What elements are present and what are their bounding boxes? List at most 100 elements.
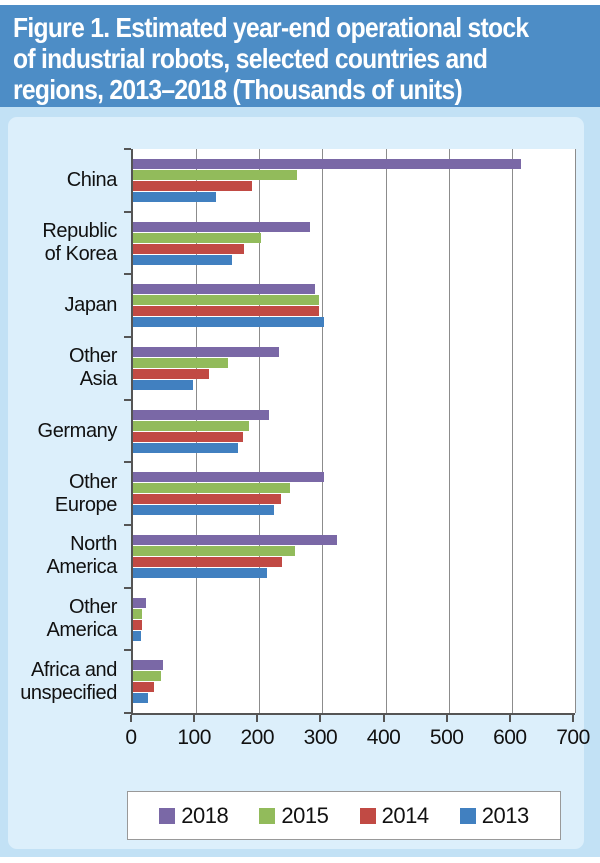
bar-group-north-america (133, 525, 575, 588)
x-axis-tick-label-700: 700 (556, 726, 590, 749)
bar-germany-2013 (133, 442, 238, 453)
legend-label-2013: 2013 (481, 802, 529, 828)
x-axis-tick-label-0: 0 (125, 726, 137, 749)
bar-republic-of-korea-2015 (133, 232, 261, 243)
legend-swatch-2013 (459, 807, 476, 824)
x-axis-tick-label-300: 300 (303, 726, 338, 749)
category-label-japan: Japan (64, 294, 118, 317)
legend-label-2014: 2014 (381, 802, 429, 828)
bar-other-asia-2013 (133, 379, 193, 390)
x-axis-tick-label-100: 100 (177, 726, 211, 749)
x-axis-tick-100 (193, 715, 196, 722)
bar-japan-2014 (133, 306, 319, 317)
y-axis-tick (124, 649, 131, 652)
y-axis-tick (124, 335, 131, 338)
bar-north-america-2018 (133, 534, 337, 545)
legend-label-2018: 2018 (181, 802, 229, 828)
legend-label-2015: 2015 (281, 802, 329, 828)
bar-japan-2013 (133, 317, 324, 328)
y-axis-tick (124, 586, 131, 589)
bar-group-china (133, 149, 575, 212)
legend-item-2013: 2013 (459, 802, 529, 829)
bar-north-america-2014 (133, 556, 283, 567)
category-label-africa-and-unspecified: Africa and unspecified (20, 658, 117, 704)
bar-group-other-europe (133, 462, 575, 525)
x-axis-tick-300 (319, 715, 322, 722)
figure-title: Figure 1. Estimated year-end operational… (13, 12, 529, 105)
bar-china-2015 (133, 169, 298, 180)
legend-item-2015: 2015 (259, 802, 329, 829)
bar-other-europe-2013 (133, 505, 274, 516)
legend-swatch-2018 (159, 807, 176, 824)
y-axis-tick (124, 523, 131, 526)
y-axis-tick (124, 148, 131, 150)
x-axis-tick-label-400: 400 (366, 726, 401, 749)
legend-item-2014: 2014 (359, 802, 429, 829)
bar-other-america-2015 (133, 608, 142, 619)
bar-group-republic-of-korea (133, 212, 575, 275)
bar-other-america-2018 (133, 597, 146, 608)
category-label-germany: Germany (37, 419, 118, 442)
bar-other-europe-2015 (133, 483, 291, 494)
bar-africa-and-unspecified-2018 (133, 660, 163, 671)
y-axis-tick (124, 712, 131, 714)
gridline-200 (259, 149, 261, 713)
bar-other-america-2013 (133, 630, 141, 641)
x-axis-tick-label-600: 600 (493, 726, 527, 749)
bar-other-america-2014 (133, 619, 142, 630)
bar-group-other-america (133, 588, 575, 651)
bar-africa-and-unspecified-2014 (133, 682, 155, 693)
x-axis-tick-500 (445, 715, 448, 722)
x-axis-tick-200 (256, 715, 259, 722)
bar-republic-of-korea-2014 (133, 243, 245, 254)
bar-japan-2015 (133, 295, 320, 306)
y-axis-tick (124, 398, 131, 401)
y-axis-tick (124, 461, 131, 464)
bar-north-america-2015 (133, 545, 296, 556)
category-label-republic-of-korea: Republic of Korea (42, 220, 117, 265)
bar-rows (133, 149, 575, 713)
chart-legend: 2018 2015 2014 2013 (127, 791, 561, 840)
gridline-100 (196, 149, 198, 713)
x-axis-tick-600 (508, 715, 511, 722)
category-label-north-america: North America (46, 533, 117, 579)
chart-plot-area (124, 148, 576, 715)
bar-germany-2015 (133, 420, 249, 431)
legend-item-2018: 2018 (159, 802, 229, 829)
bar-germany-2014 (133, 431, 243, 442)
gridline-400 (385, 149, 387, 713)
bar-republic-of-korea-2018 (133, 221, 310, 232)
x-axis-tick-label-500: 500 (429, 726, 464, 749)
gridline-600 (511, 149, 513, 713)
bar-germany-2018 (133, 409, 270, 420)
figure-title-band: Figure 1. Estimated year-end operational… (0, 5, 600, 107)
x-axis-tick-400 (382, 715, 385, 722)
bar-other-asia-2015 (133, 357, 229, 368)
bar-japan-2018 (133, 284, 316, 295)
bar-china-2014 (133, 180, 252, 191)
bar-group-other-asia (133, 337, 575, 400)
x-axis-tick-0 (130, 715, 132, 722)
bar-group-africa-and-unspecified (133, 650, 575, 713)
y-axis-tick (124, 273, 131, 276)
category-axis-labels: China Republic of Korea Japan Other Asia Ger… (2, 149, 124, 713)
category-label-other-asia: Other Asia (68, 345, 117, 391)
bar-north-america-2013 (133, 567, 268, 578)
y-axis-tick (124, 210, 131, 213)
gridline-500 (448, 149, 450, 713)
bar-group-germany (133, 400, 575, 463)
legend-swatch-2014 (359, 807, 376, 824)
bar-china-2013 (133, 191, 217, 202)
bar-china-2018 (133, 158, 522, 169)
bar-republic-of-korea-2013 (133, 254, 232, 265)
bar-other-europe-2014 (133, 494, 281, 505)
x-axis-tick-label-200: 200 (240, 726, 275, 749)
bar-africa-and-unspecified-2013 (133, 693, 149, 704)
category-label-china: China (66, 168, 118, 191)
bar-other-asia-2018 (133, 346, 280, 357)
bar-africa-and-unspecified-2015 (133, 671, 162, 682)
gridline-300 (322, 149, 324, 713)
legend-swatch-2015 (259, 807, 276, 824)
category-label-other-america: Other America (46, 596, 117, 642)
